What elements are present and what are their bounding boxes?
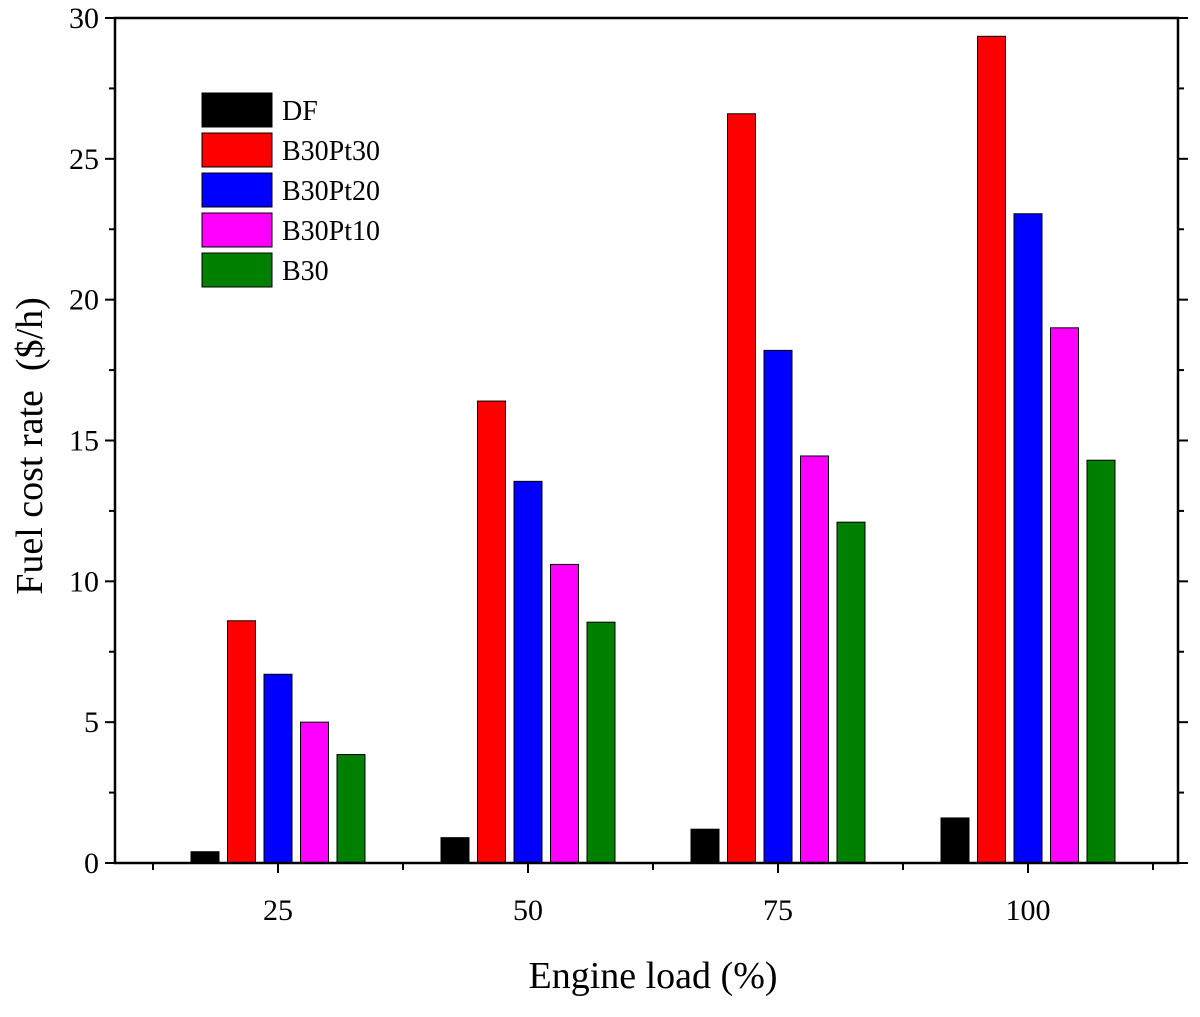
bar-b30pt10-100 — [1050, 327, 1079, 864]
bar-b30-25 — [336, 754, 366, 864]
bar-b30-75 — [836, 521, 866, 864]
bar-b30pt20-100 — [1013, 213, 1043, 864]
legend-label-b30pt10: B30Pt10 — [282, 216, 380, 247]
bar-b30pt10-50 — [550, 563, 579, 864]
y-tick-label: 25 — [69, 143, 99, 176]
bar-df-100 — [940, 817, 970, 864]
bar-b30pt10-75 — [800, 455, 829, 864]
legend-label-b30pt30: B30Pt30 — [282, 136, 380, 167]
bar-b30-100 — [1086, 459, 1116, 864]
legend-label-b30pt20: B30Pt20 — [282, 176, 380, 207]
x-tick-label-50: 50 — [513, 894, 543, 927]
bar-df-25 — [190, 851, 220, 864]
y-tick-label: 5 — [84, 706, 99, 739]
y-tick-label: 30 — [69, 2, 99, 35]
bar-df-50 — [440, 837, 470, 864]
axis-ticks: 0 5 10 15 20 25 30 25 50 75 100 — [69, 2, 1188, 927]
bar-b30pt10-25 — [300, 721, 329, 864]
legend-swatch-b30pt20 — [201, 172, 273, 208]
y-tick-label: 0 — [84, 847, 99, 880]
bars-group — [190, 35, 1116, 864]
x-tick-label-75: 75 — [763, 894, 793, 927]
legend-swatch-df — [201, 92, 273, 128]
bar-b30pt30-100 — [977, 35, 1006, 864]
bar-b30pt20-50 — [513, 480, 543, 864]
bar-df-75 — [690, 828, 720, 864]
bar-b30pt30-75 — [727, 113, 756, 864]
legend-swatch-b30 — [201, 252, 273, 288]
y-tick-label: 20 — [69, 284, 99, 317]
y-tick-label: 15 — [69, 425, 99, 458]
legend-swatch-b30pt10 — [201, 212, 273, 248]
x-tick-label-25: 25 — [263, 894, 293, 927]
bar-b30pt30-25 — [227, 620, 256, 864]
legend: DF B30Pt30 B30Pt20 B30Pt10 B30 — [201, 92, 380, 288]
legend-label-df: DF — [282, 96, 318, 127]
bar-b30-50 — [586, 621, 616, 864]
legend-label-b30: B30 — [282, 256, 329, 287]
y-axis-title: Fuel cost rate ($/h) — [9, 297, 51, 595]
bar-b30pt20-75 — [763, 349, 793, 864]
y-tick-label: 10 — [69, 565, 99, 598]
bar-b30pt20-25 — [263, 673, 293, 864]
bar-b30pt30-50 — [477, 400, 506, 864]
x-axis-title: Engine load (%) — [528, 955, 777, 997]
legend-swatch-b30pt30 — [201, 132, 273, 168]
x-tick-label-100: 100 — [1006, 894, 1051, 927]
